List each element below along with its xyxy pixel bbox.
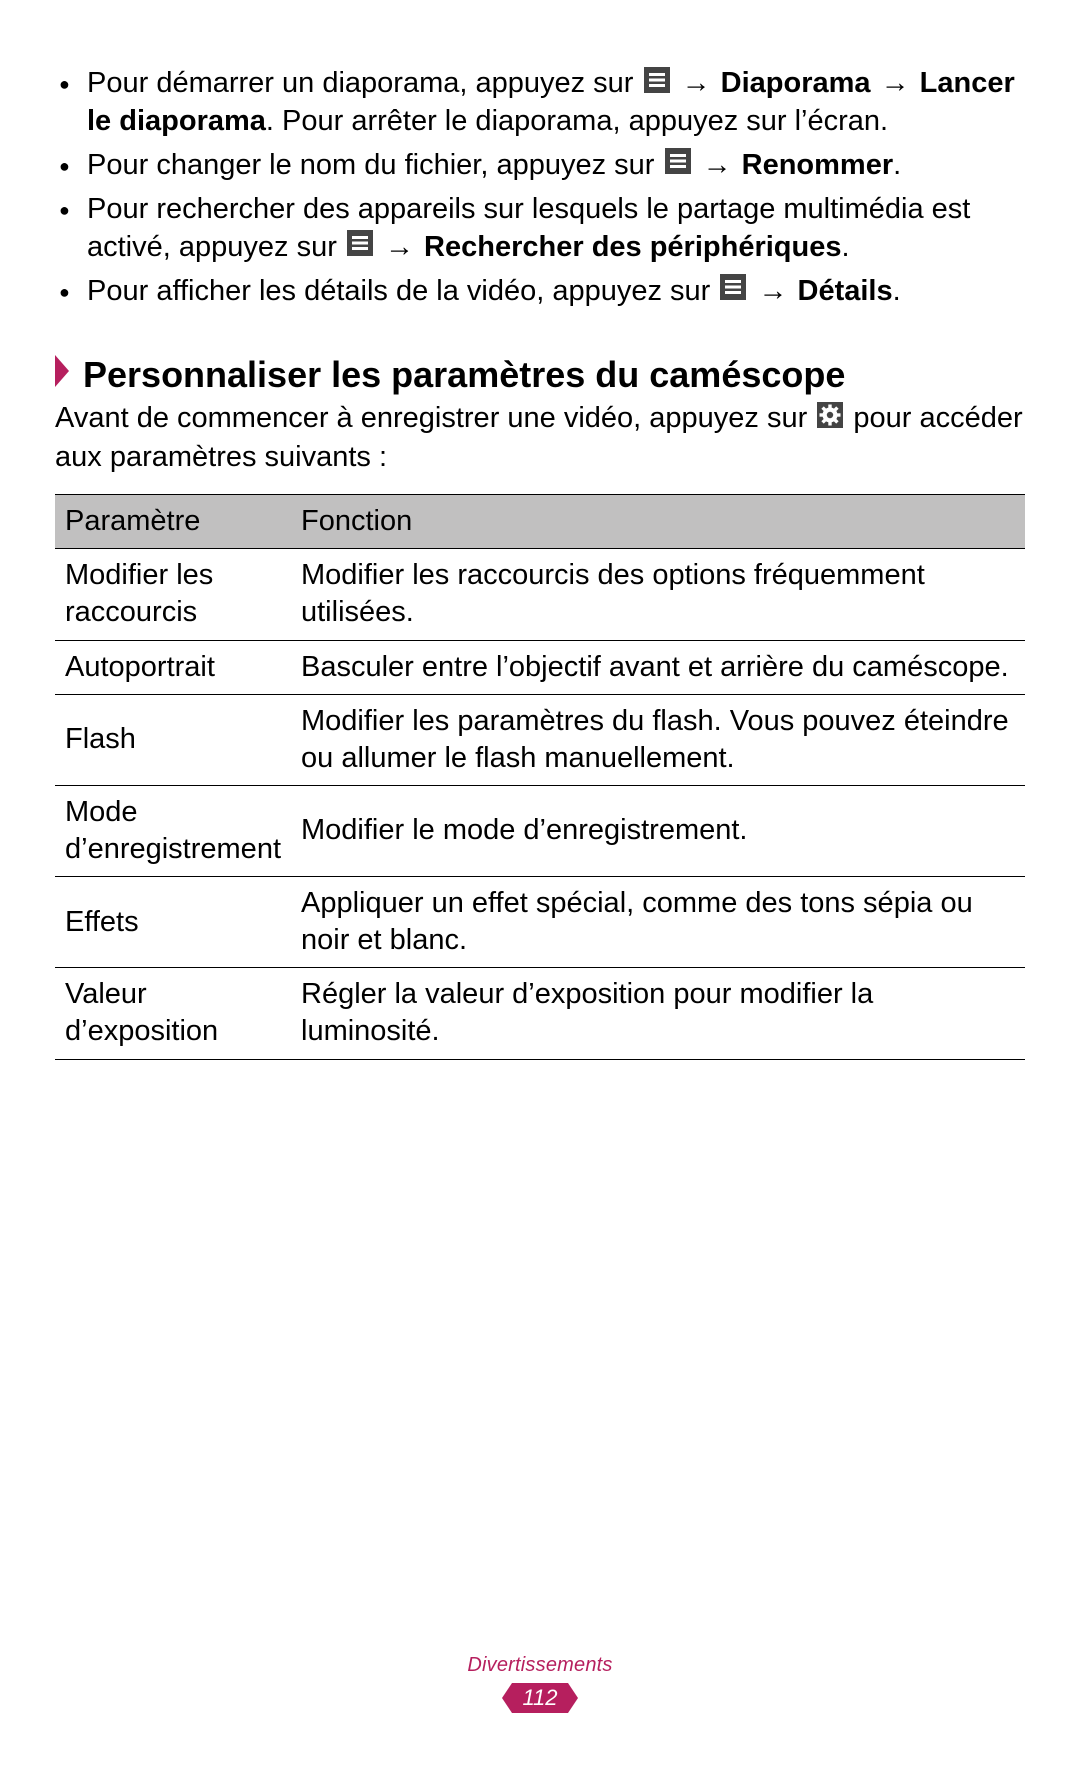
heading-text: Personnaliser les paramètres du caméscop… bbox=[83, 353, 845, 396]
text: Avant de commencer à enregistrer une vid… bbox=[55, 402, 815, 434]
table-row: Autoportrait Basculer entre l’objectif a… bbox=[55, 640, 1025, 694]
table-cell: Modifier les raccourcis des options fréq… bbox=[291, 549, 1025, 640]
arrow-icon: → bbox=[680, 67, 713, 99]
table-header-cell: Paramètre bbox=[55, 495, 291, 549]
table-cell: Valeur d’exposition bbox=[55, 968, 291, 1059]
section-heading: Personnaliser les paramètres du caméscop… bbox=[55, 353, 1025, 396]
page-number-badge: 112 bbox=[512, 1683, 568, 1713]
table-cell: Modifier le mode d’enregistrement. bbox=[291, 785, 1025, 876]
arrow-icon: → bbox=[383, 231, 416, 263]
page-footer: Divertissements 112 bbox=[0, 1654, 1080, 1713]
arrow-icon: → bbox=[701, 149, 734, 181]
text: . bbox=[893, 149, 901, 181]
table-cell: Appliquer un effet spécial, comme des to… bbox=[291, 877, 1025, 968]
text-bold: Détails bbox=[798, 275, 893, 307]
parameters-table: Paramètre Fonction Modifier les raccourc… bbox=[55, 494, 1025, 1059]
table-cell: Régler la valeur d’exposition pour modif… bbox=[291, 968, 1025, 1059]
arrow-icon: → bbox=[879, 67, 912, 99]
table-row: Mode d’enregistrement Modifier le mode d… bbox=[55, 785, 1025, 876]
text: Pour changer le nom du fichier, appuyez … bbox=[87, 149, 663, 181]
table-row: Valeur d’exposition Régler la valeur d’e… bbox=[55, 968, 1025, 1059]
arrow-icon: → bbox=[756, 275, 789, 307]
text: Pour afficher les détails de la vidéo, a… bbox=[87, 275, 718, 307]
table-cell: Effets bbox=[55, 877, 291, 968]
text-bold: Rechercher des périphériques bbox=[424, 231, 841, 263]
table-cell: Flash bbox=[55, 694, 291, 785]
bullet-list: Pour démarrer un diaporama, appuyez sur … bbox=[55, 65, 1025, 311]
text: Pour démarrer un diaporama, appuyez sur bbox=[87, 67, 642, 99]
list-item: Pour démarrer un diaporama, appuyez sur … bbox=[55, 65, 1025, 141]
gear-icon bbox=[817, 401, 843, 439]
text: . bbox=[893, 275, 901, 307]
table-cell: Modifier les raccourcis bbox=[55, 549, 291, 640]
table-cell: Mode d’enregistrement bbox=[55, 785, 291, 876]
table-header-row: Paramètre Fonction bbox=[55, 495, 1025, 549]
page: Pour démarrer un diaporama, appuyez sur … bbox=[0, 0, 1080, 1771]
text: . bbox=[842, 231, 850, 263]
intro-text: Avant de commencer à enregistrer une vid… bbox=[55, 400, 1025, 476]
table-cell: Basculer entre l’objectif avant et arriè… bbox=[291, 640, 1025, 694]
menu-icon bbox=[665, 147, 691, 185]
list-item: Pour rechercher des appareils sur lesque… bbox=[55, 191, 1025, 267]
list-item: Pour changer le nom du fichier, appuyez … bbox=[55, 147, 1025, 185]
table-row: Effets Appliquer un effet spécial, comme… bbox=[55, 877, 1025, 968]
text: . Pour arrêter le diaporama, appuyez sur… bbox=[266, 105, 888, 137]
table-cell: Autoportrait bbox=[55, 640, 291, 694]
text-bold: Diaporama bbox=[721, 67, 871, 99]
menu-icon bbox=[720, 273, 746, 311]
footer-section-label: Divertissements bbox=[0, 1654, 1080, 1677]
menu-icon bbox=[347, 229, 373, 267]
table-row: Modifier les raccourcis Modifier les rac… bbox=[55, 549, 1025, 640]
list-item: Pour afficher les détails de la vidéo, a… bbox=[55, 273, 1025, 311]
table-cell: Modifier les paramètres du flash. Vous p… bbox=[291, 694, 1025, 785]
menu-icon bbox=[644, 66, 670, 104]
chevron-right-icon bbox=[55, 353, 75, 396]
table-row: Flash Modifier les paramètres du flash. … bbox=[55, 694, 1025, 785]
text-bold: Renommer bbox=[742, 149, 894, 181]
table-header-cell: Fonction bbox=[291, 495, 1025, 549]
page-number: 112 bbox=[522, 1685, 557, 1710]
